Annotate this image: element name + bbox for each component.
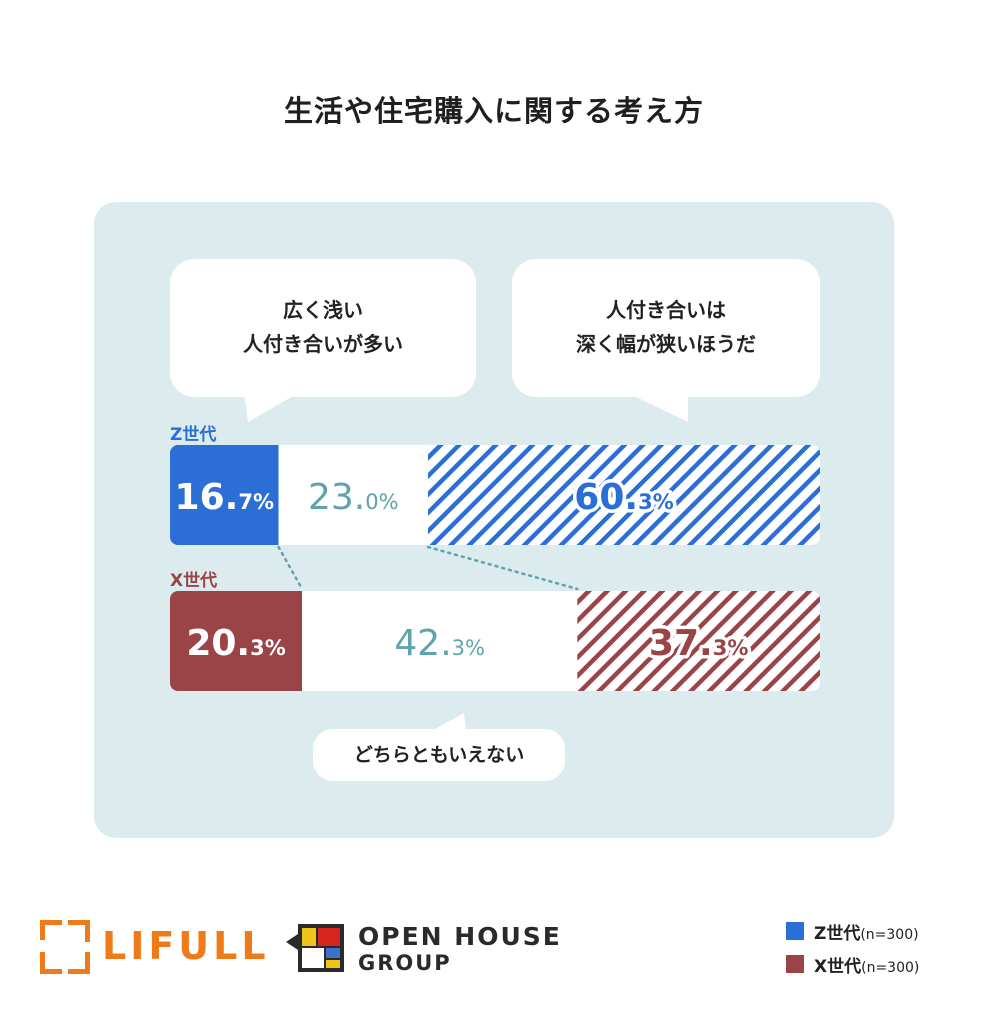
chart-title: 生活や住宅購入に関する考え方 xyxy=(283,94,704,128)
legend-n-z: (n=300) xyxy=(860,927,919,943)
openhouse-logo-line2: GROUP xyxy=(358,951,452,975)
lifull-logo-text: LIFULL xyxy=(102,924,270,968)
bubble-bottom-tail xyxy=(428,713,466,733)
bubble-right-line2: 深く幅が狭いほうだ xyxy=(576,332,756,356)
series-label-z: Z世代 xyxy=(170,425,217,445)
openhouse-logo-line1: OPEN HOUSE xyxy=(358,922,562,951)
series-label-x: X世代 xyxy=(170,571,218,591)
bar-z-segment-3 xyxy=(428,445,820,545)
legend-swatch-z xyxy=(786,922,804,940)
bubble-bottom-label: どちらともいえない xyxy=(353,744,525,766)
data-label-x-1: 20.3% xyxy=(186,623,285,664)
data-label-z-3: 60.3% xyxy=(574,477,673,518)
bubble-left-line1: 広く浅い xyxy=(283,298,363,322)
bubble-left-tail xyxy=(244,392,300,422)
bar-z-segment-1 xyxy=(170,445,279,545)
bar-z-segment-2 xyxy=(278,445,429,545)
legend-item-x: X世代(n=300) xyxy=(814,952,919,977)
connector-line-2 xyxy=(426,545,579,591)
bubble-neither: どちらともいえない xyxy=(313,729,565,781)
data-label-z-2: 23.0% xyxy=(308,477,399,518)
legend-n-x: (n=300) xyxy=(861,960,920,976)
data-label-x-2: 42.3% xyxy=(394,623,485,664)
openhouse-logo-mark xyxy=(286,924,344,972)
bubble-right-tail xyxy=(626,392,688,422)
legend-label-z: Z世代 xyxy=(814,924,861,944)
data-label-z-1: 16.7% xyxy=(175,477,274,518)
bubble-wide-shallow: 広く浅い 人付き合いが多い xyxy=(170,259,476,397)
bubble-right-line1: 人付き合いは xyxy=(606,298,726,322)
lifull-logo-mark xyxy=(40,920,90,974)
data-label-x-3: 37.3% xyxy=(649,623,748,664)
bar-x-segment-1 xyxy=(170,591,303,691)
bar-x-segment-2 xyxy=(302,591,578,691)
connector-line-1 xyxy=(277,545,304,591)
legend-swatch-x xyxy=(786,955,804,973)
bar-x-segment-3 xyxy=(577,591,820,691)
legend-label-x: X世代 xyxy=(814,957,862,977)
bubble-deep-narrow: 人付き合いは 深く幅が狭いほうだ xyxy=(512,259,820,397)
bubble-left-line2: 人付き合いが多い xyxy=(243,332,403,356)
legend-item-z: Z世代(n=300) xyxy=(814,919,919,944)
